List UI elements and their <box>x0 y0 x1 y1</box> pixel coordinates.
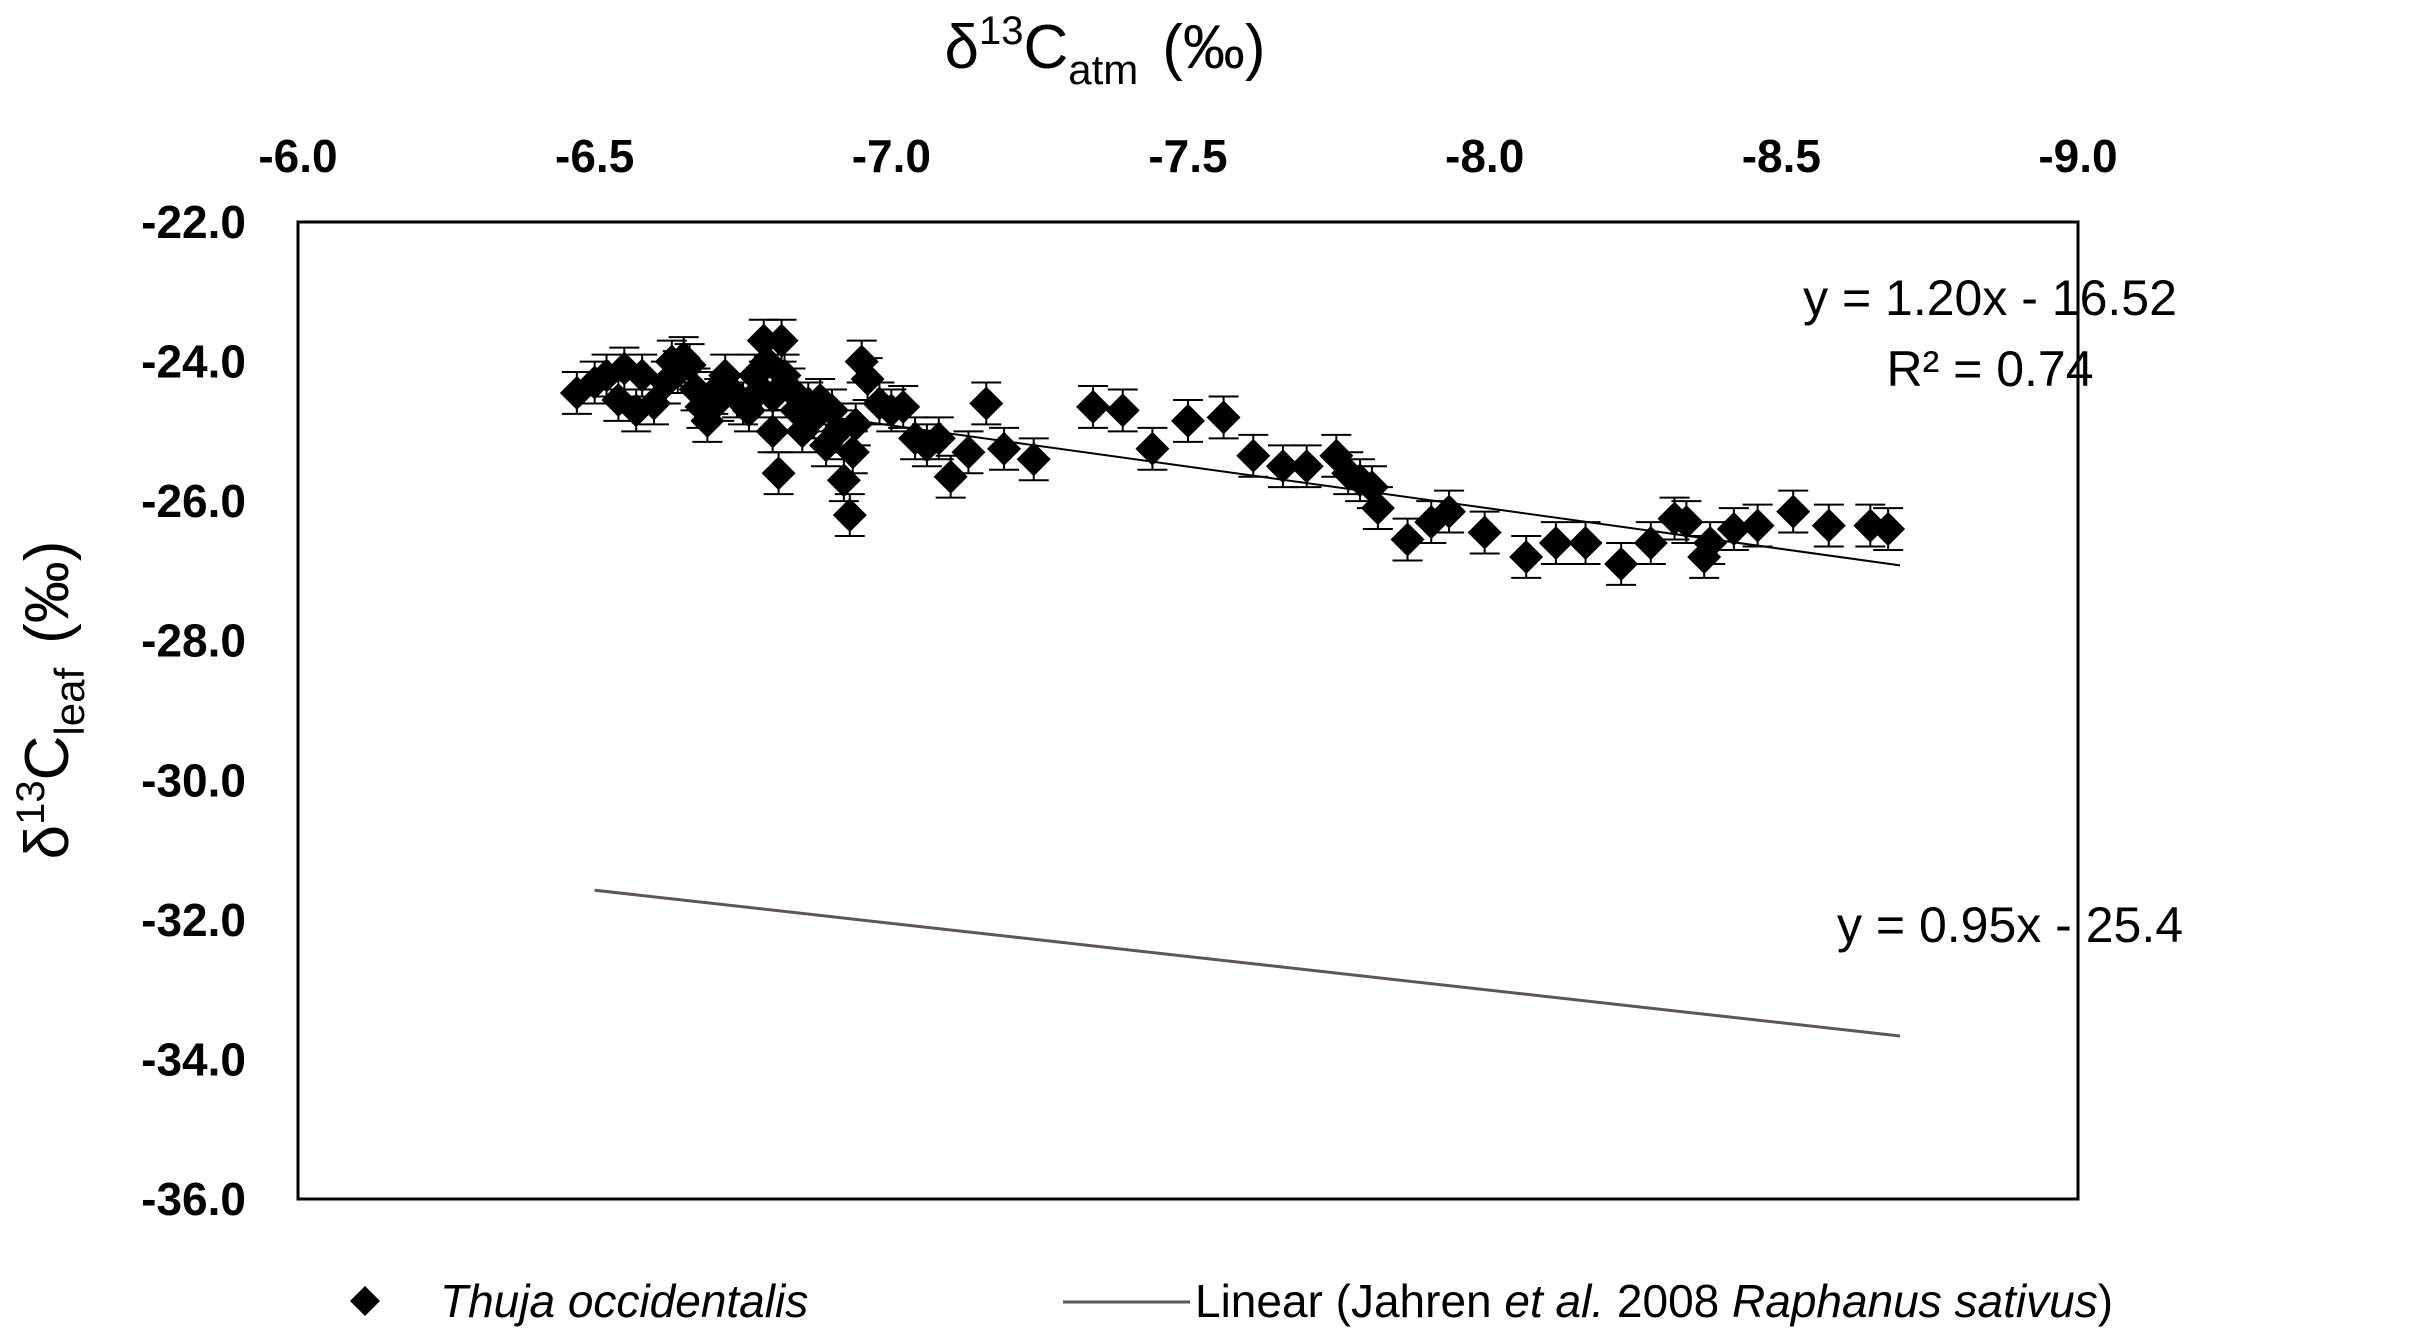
thuja-points <box>559 323 1906 581</box>
y-tick-label: -30.0 <box>141 754 246 806</box>
data-point <box>987 431 1022 466</box>
data-point <box>1414 505 1449 540</box>
data-point <box>672 348 707 383</box>
data-point <box>933 459 968 494</box>
y-axis-title-unit: (‰) <box>13 541 82 644</box>
data-point <box>1633 526 1668 561</box>
data-point <box>761 456 796 491</box>
x-tick-label: -9.0 <box>2038 130 2117 182</box>
y-axis-title-main: C <box>13 736 82 781</box>
y-axis-title-sup: 13 <box>9 780 53 825</box>
x-tick-label: -7.5 <box>1148 130 1227 182</box>
y-tick-label: -26.0 <box>141 475 246 527</box>
y-tick-label: -24.0 <box>141 336 246 388</box>
x-axis-title-sup: 13 <box>979 9 1024 53</box>
legend-linear-label: Linear (Jahren et al. 2008 Raphanus sati… <box>1195 1275 2113 1327</box>
data-point <box>1604 546 1639 581</box>
data-point <box>969 386 1004 421</box>
data-point <box>826 463 861 498</box>
data-point <box>1016 442 1051 477</box>
x-axis-title-main: C <box>1023 13 1068 82</box>
data-point <box>1135 431 1170 466</box>
x-axis-title-sub: atm <box>1068 46 1138 93</box>
y-tick-label: -34.0 <box>141 1033 246 1085</box>
data-point <box>746 323 781 358</box>
data-point <box>1076 389 1111 424</box>
data-point <box>1265 449 1300 484</box>
data-point <box>1105 393 1140 428</box>
data-point <box>755 414 790 449</box>
x-tick-label: -8.5 <box>1742 130 1821 182</box>
y-tick-label: -32.0 <box>141 894 246 946</box>
data-point <box>1568 526 1603 561</box>
y-tick-label: -28.0 <box>141 615 246 667</box>
data-point <box>1390 522 1425 557</box>
x-tick-label: -6.5 <box>555 130 634 182</box>
data-point <box>832 498 867 533</box>
data-point <box>1432 494 1467 529</box>
x-axis-title-prefix: δ <box>944 13 979 82</box>
x-tick-label: -6.0 <box>258 130 337 182</box>
data-point <box>838 407 873 442</box>
jahren-equation: y = 0.95x - 25.4 <box>1837 897 2183 953</box>
x-tick-label: -8.0 <box>1445 130 1524 182</box>
data-point <box>1716 512 1751 547</box>
data-point <box>764 323 799 358</box>
data-point <box>1236 438 1271 473</box>
x-axis-title-unit: (‰) <box>1162 13 1265 82</box>
data-point <box>1776 494 1811 529</box>
data-point <box>1360 491 1395 526</box>
data-point <box>1538 526 1573 561</box>
x-tick-label: -7.0 <box>852 130 931 182</box>
y-axis-title: δ13Cleaf (‰) <box>9 541 93 860</box>
y-tick-labels: -22.0 -24.0 -26.0 -28.0 -30.0 -32.0 -34.0 -36.0 <box>141 196 246 1225</box>
legend: Thuja occidentalis Linear (Jahren et al.… <box>350 1275 2113 1327</box>
data-point <box>951 435 986 470</box>
y-axis-title-prefix: δ <box>13 825 82 860</box>
data-point <box>886 389 921 424</box>
data-point <box>1289 449 1324 484</box>
data-point <box>921 421 956 456</box>
plot-area <box>296 220 2080 1201</box>
jahren-linear-series <box>594 888 1901 1038</box>
y-axis-title-sub: leaf <box>46 668 93 736</box>
thuja-equation: y = 1.20x - 16.52 <box>1803 270 2177 326</box>
data-point <box>1669 505 1704 540</box>
data-point <box>1693 526 1728 561</box>
data-point <box>1871 512 1906 547</box>
data-point <box>1206 400 1241 435</box>
data-point <box>1740 508 1775 543</box>
jahren-line <box>594 888 1901 1038</box>
data-point <box>1509 539 1544 574</box>
x-axis-title: δ13Catm (‰) <box>944 9 1265 93</box>
x-tick-labels: -6.0 -6.5 -7.0 -7.5 -8.0 -8.5 -9.0 <box>258 130 2117 182</box>
data-point <box>1467 515 1502 550</box>
data-point <box>850 362 885 397</box>
legend-thuja-label: Thuja occidentalis <box>440 1275 808 1327</box>
y-tick-label: -22.0 <box>141 196 246 248</box>
thuja-r-squared: R² = 0.74 <box>1886 341 2093 397</box>
data-point <box>835 435 870 470</box>
legend-diamond-marker <box>350 1286 380 1316</box>
data-point <box>1171 403 1205 438</box>
y-tick-label: -36.0 <box>141 1173 246 1225</box>
data-point <box>1811 508 1846 543</box>
